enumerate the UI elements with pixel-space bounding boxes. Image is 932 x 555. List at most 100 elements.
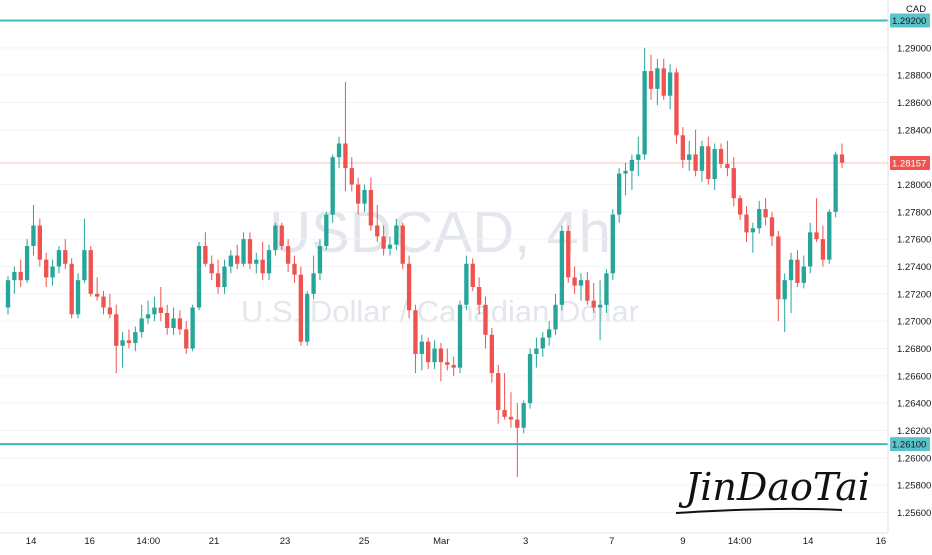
candle[interactable]: [808, 222, 813, 274]
candle[interactable]: [648, 54, 654, 100]
candle[interactable]: [566, 225, 571, 283]
candles[interactable]: [5, 47, 845, 477]
candle[interactable]: [693, 129, 698, 177]
candle[interactable]: [120, 332, 125, 368]
candle[interactable]: [362, 184, 367, 212]
candle[interactable]: [133, 326, 138, 352]
candle[interactable]: [527, 348, 533, 409]
candle[interactable]: [725, 140, 730, 177]
candle[interactable]: [814, 198, 819, 242]
candle[interactable]: [126, 329, 132, 349]
candle[interactable]: [184, 321, 189, 354]
candle[interactable]: [247, 232, 253, 270]
candle[interactable]: [349, 157, 354, 192]
candle[interactable]: [636, 136, 641, 177]
candle[interactable]: [534, 337, 539, 368]
candle[interactable]: [776, 230, 781, 322]
candle[interactable]: [215, 259, 221, 294]
candle[interactable]: [604, 269, 609, 313]
candle[interactable]: [827, 209, 832, 264]
candle[interactable]: [744, 206, 749, 242]
candle[interactable]: [687, 140, 692, 171]
candle[interactable]: [674, 68, 679, 144]
candle[interactable]: [394, 218, 399, 251]
candle[interactable]: [737, 195, 743, 221]
candle[interactable]: [667, 64, 673, 110]
candle[interactable]: [285, 239, 291, 272]
candle[interactable]: [375, 205, 380, 242]
candle[interactable]: [203, 232, 208, 267]
candle[interactable]: [37, 218, 42, 267]
candle[interactable]: [585, 271, 590, 305]
candle[interactable]: [553, 293, 558, 335]
candle[interactable]: [368, 177, 374, 231]
candle[interactable]: [292, 255, 297, 283]
candle[interactable]: [171, 307, 176, 335]
candle[interactable]: [515, 403, 520, 477]
candle[interactable]: [597, 280, 603, 341]
candle[interactable]: [839, 143, 845, 169]
candle[interactable]: [190, 304, 195, 352]
candle[interactable]: [508, 392, 514, 428]
candle[interactable]: [476, 277, 482, 315]
candle[interactable]: [496, 364, 501, 424]
candle[interactable]: [540, 332, 545, 357]
candle[interactable]: [44, 252, 49, 287]
candle[interactable]: [228, 250, 233, 274]
candle[interactable]: [387, 236, 393, 256]
candle[interactable]: [623, 162, 628, 196]
candle[interactable]: [164, 304, 170, 335]
candle[interactable]: [18, 259, 23, 287]
candle[interactable]: [50, 259, 55, 286]
candle[interactable]: [610, 209, 615, 281]
candle[interactable]: [266, 244, 272, 281]
candle[interactable]: [305, 291, 310, 346]
candle[interactable]: [731, 157, 736, 207]
candle[interactable]: [12, 266, 17, 294]
candle[interactable]: [139, 304, 144, 338]
candle[interactable]: [820, 225, 826, 267]
candle[interactable]: [712, 143, 717, 190]
candle[interactable]: [642, 47, 647, 160]
candle[interactable]: [413, 304, 418, 374]
candle[interactable]: [343, 82, 348, 192]
candle[interactable]: [279, 222, 284, 251]
candle[interactable]: [101, 291, 106, 315]
candle[interactable]: [617, 168, 622, 223]
candle[interactable]: [426, 337, 431, 369]
candle[interactable]: [311, 255, 316, 300]
candle[interactable]: [145, 300, 151, 324]
candle[interactable]: [222, 259, 227, 294]
candle[interactable]: [400, 222, 405, 270]
candle[interactable]: [235, 244, 240, 270]
candle[interactable]: [158, 287, 163, 322]
candle[interactable]: [464, 255, 469, 311]
candle[interactable]: [699, 140, 705, 182]
candle[interactable]: [559, 225, 565, 311]
candle[interactable]: [795, 250, 800, 287]
candle[interactable]: [355, 177, 361, 215]
candle[interactable]: [438, 343, 444, 382]
candle[interactable]: [546, 321, 552, 346]
horizontal-levels[interactable]: [0, 19, 888, 446]
candle[interactable]: [763, 198, 768, 226]
candle[interactable]: [177, 310, 183, 335]
candle[interactable]: [432, 340, 437, 369]
candle[interactable]: [419, 334, 424, 371]
candle[interactable]: [521, 400, 526, 434]
candle[interactable]: [661, 58, 666, 100]
candle[interactable]: [782, 273, 787, 333]
time-axis[interactable]: [0, 533, 932, 550]
candle[interactable]: [336, 136, 342, 169]
candle[interactable]: [196, 241, 202, 311]
candle[interactable]: [591, 282, 596, 313]
candle[interactable]: [470, 258, 475, 292]
candle[interactable]: [241, 232, 246, 267]
candle[interactable]: [209, 255, 214, 281]
candle[interactable]: [718, 143, 724, 169]
candle[interactable]: [833, 151, 838, 218]
candle[interactable]: [56, 246, 62, 274]
candle[interactable]: [489, 328, 495, 383]
